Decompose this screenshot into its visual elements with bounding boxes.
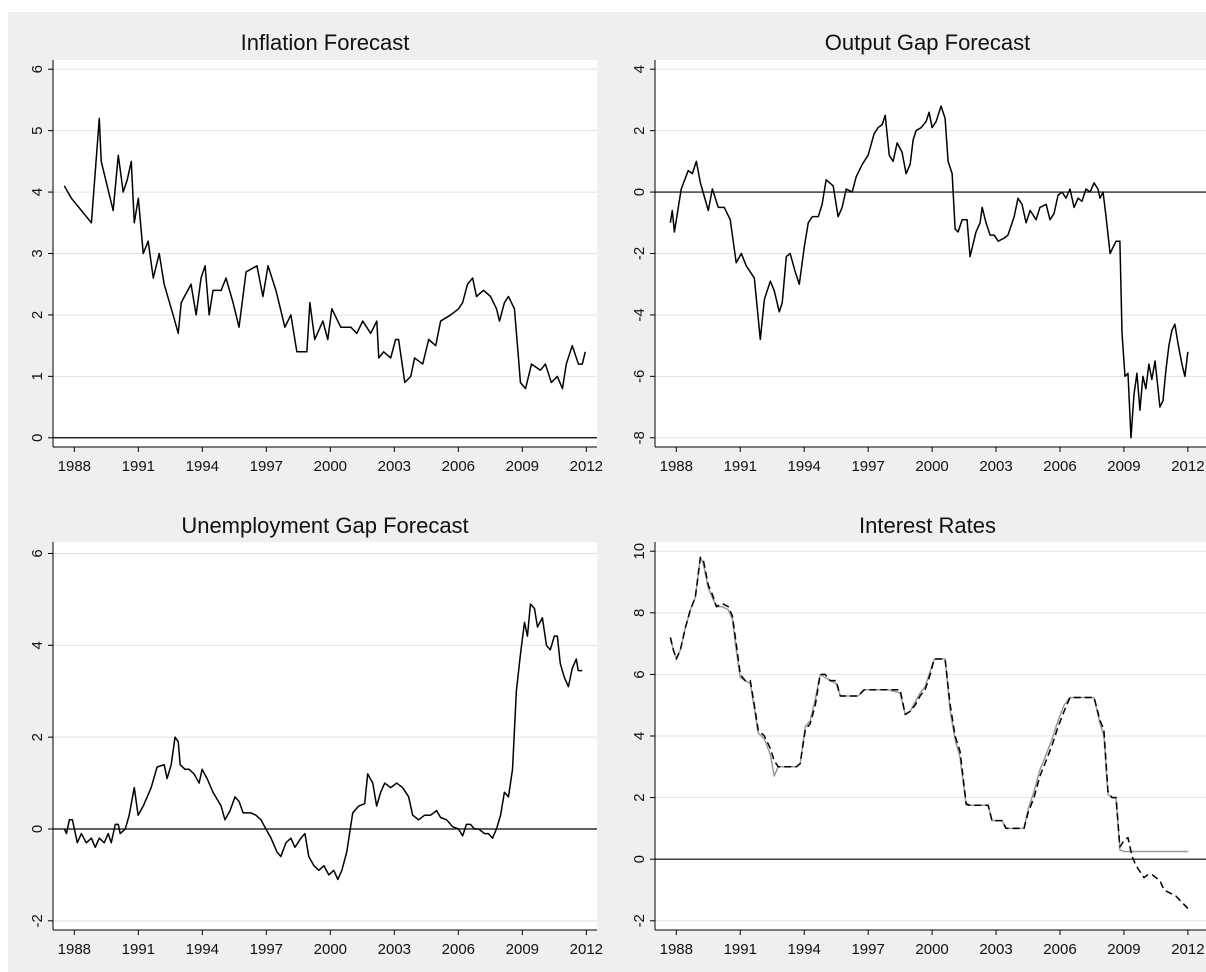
y-tick-label: -6 — [631, 370, 648, 383]
y-tick-label: 0 — [631, 855, 648, 863]
x-tick-label: 2012 — [1171, 941, 1204, 958]
panel: Inflation Forecast 0 1 2 3 4 5 6 1988 1991 1994 199… — [29, 30, 603, 475]
x-tick-label: 2000 — [915, 941, 948, 958]
y-tick-label: -2 — [631, 247, 648, 260]
x-tick-label: 1997 — [250, 458, 283, 475]
x-tick-label: 2012 — [570, 941, 603, 958]
x-tick-label: 1994 — [788, 941, 821, 958]
y-tick-label: 1 — [29, 372, 46, 380]
series-line — [669, 105, 1189, 439]
y-tick-label: 0 — [631, 188, 648, 196]
y-tick-label: 4 — [29, 188, 46, 196]
x-tick-label: 2009 — [1107, 458, 1140, 475]
x-tick-label: 2009 — [1107, 941, 1140, 958]
x-tick-label: 1991 — [122, 458, 155, 475]
x-tick-label: 2000 — [314, 458, 347, 475]
y-tick-label: 2 — [631, 793, 648, 801]
series-group — [669, 556, 1189, 909]
x-tick-label: 2000 — [915, 458, 948, 475]
panel: Interest Rates -2 0 2 4 6 8 10 1988 1991 1994 1997 2… — [631, 513, 1206, 958]
y-tick-label: 4 — [29, 641, 46, 649]
x-tick-label: 2012 — [1171, 458, 1204, 475]
series-line — [63, 117, 586, 390]
y-tick-label: 6 — [631, 670, 648, 678]
x-tick-label: 2003 — [979, 941, 1012, 958]
series-group — [63, 117, 586, 390]
x-tick-label: 1988 — [58, 458, 91, 475]
x-tick-label: 1991 — [724, 941, 757, 958]
y-tick-label: 0 — [29, 825, 46, 833]
panel: Output Gap Forecast -8 -6 -4 -2 0 2 4 1988 1991 19… — [631, 30, 1206, 475]
chart-title: Unemployment Gap Forecast — [181, 513, 468, 538]
y-tick-label: 2 — [29, 733, 46, 741]
y-tick-label: 5 — [29, 126, 46, 134]
series-group — [669, 105, 1189, 439]
x-tick-label: 2009 — [506, 941, 539, 958]
y-tick-label: 4 — [631, 65, 648, 73]
x-tick-label: 1988 — [660, 458, 693, 475]
series-line — [63, 603, 583, 881]
chart-title: Inflation Forecast — [241, 30, 410, 55]
y-tick-label: -8 — [631, 431, 648, 444]
chart-title: Interest Rates — [859, 513, 996, 538]
y-tick-label: 10 — [631, 543, 648, 560]
x-tick-label: 1994 — [186, 458, 219, 475]
x-tick-label: 1997 — [851, 458, 884, 475]
x-tick-label: 1994 — [186, 941, 219, 958]
x-tick-label: 2006 — [1043, 941, 1076, 958]
y-tick-label: 3 — [29, 249, 46, 257]
x-tick-label: 2003 — [378, 458, 411, 475]
x-tick-label: 1994 — [788, 458, 821, 475]
x-tick-label: 1988 — [660, 941, 693, 958]
x-tick-label: 2000 — [314, 941, 347, 958]
x-tick-label: 2003 — [979, 458, 1012, 475]
y-tick-label: 8 — [631, 609, 648, 617]
series-line — [669, 556, 1189, 909]
x-tick-label: 1988 — [58, 941, 91, 958]
series-group — [63, 603, 583, 881]
x-tick-label: 2009 — [506, 458, 539, 475]
y-tick-label: -2 — [29, 914, 46, 927]
chart-title: Output Gap Forecast — [825, 30, 1030, 55]
x-tick-label: 1991 — [122, 941, 155, 958]
panel: Unemployment Gap Forecast -2 0 2 4 6 1988 1991 1… — [29, 513, 603, 958]
y-tick-label: 2 — [29, 311, 46, 319]
y-tick-label: -4 — [631, 308, 648, 321]
y-tick-label: 0 — [29, 434, 46, 442]
y-tick-label: 6 — [29, 549, 46, 557]
x-tick-label: 2006 — [442, 941, 475, 958]
x-tick-label: 1997 — [851, 941, 884, 958]
y-tick-label: -2 — [631, 914, 648, 927]
x-tick-label: 1997 — [250, 941, 283, 958]
x-tick-label: 2006 — [442, 458, 475, 475]
y-tick-label: 2 — [631, 126, 648, 134]
y-tick-label: 4 — [631, 732, 648, 740]
x-tick-label: 2012 — [570, 458, 603, 475]
x-tick-label: 2003 — [378, 941, 411, 958]
x-tick-label: 2006 — [1043, 458, 1076, 475]
x-tick-label: 1991 — [724, 458, 757, 475]
plot-area — [53, 542, 597, 930]
y-tick-label: 6 — [29, 65, 46, 73]
